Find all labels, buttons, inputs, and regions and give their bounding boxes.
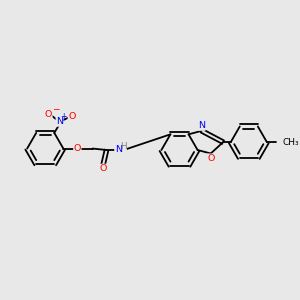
Text: H: H [120,142,127,151]
Text: O: O [207,154,214,163]
Text: N: N [198,122,205,130]
Text: N: N [56,117,63,126]
Text: N: N [115,146,122,154]
Text: CH₃: CH₃ [282,138,299,147]
Text: +: + [60,112,67,121]
Text: O: O [74,144,81,153]
Text: O: O [45,110,52,119]
Text: −: − [52,104,59,113]
Text: O: O [99,164,107,173]
Text: O: O [68,112,76,121]
